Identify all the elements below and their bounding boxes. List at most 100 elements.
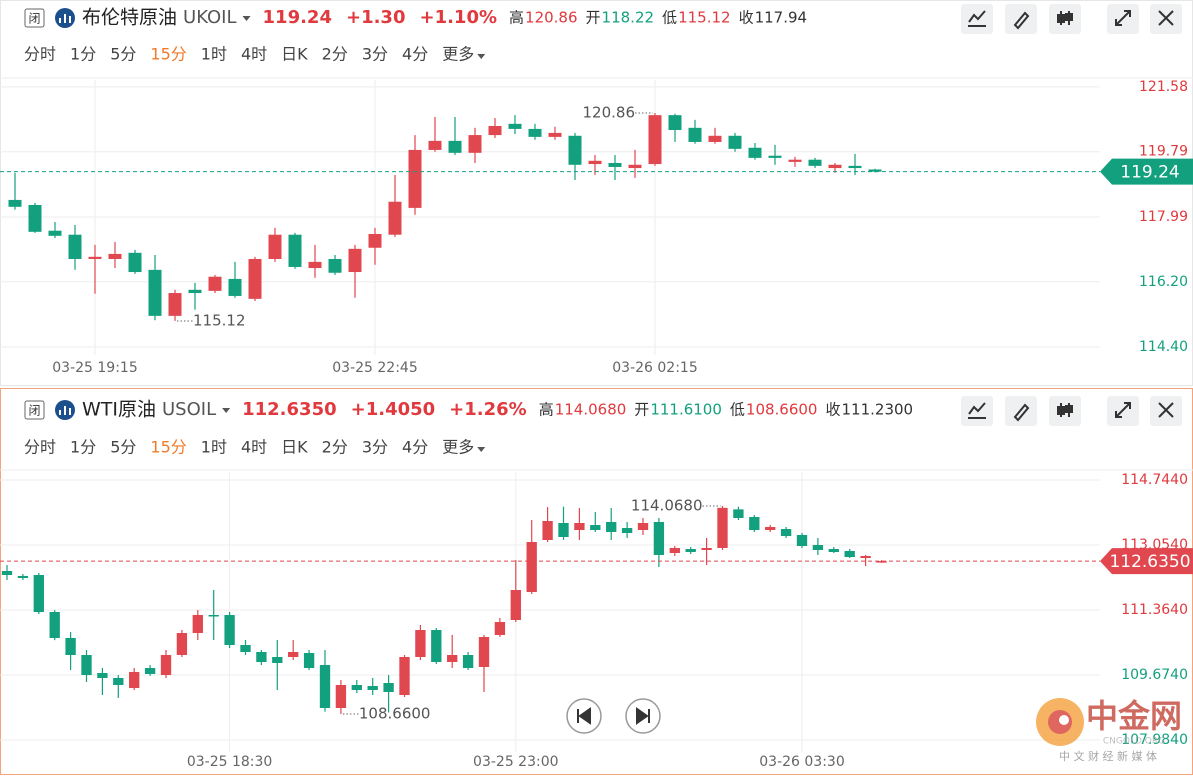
interval-tab[interactable]: 15分 — [150, 438, 186, 457]
stat-value: 115.12 — [678, 9, 731, 27]
interval-tab[interactable]: 4分 — [402, 438, 428, 457]
price-change-pct: +1.10% — [419, 7, 497, 28]
watermark-slogan: 中 文 财 经 新 媒 体 — [1059, 749, 1157, 763]
interval-tab[interactable]: 15分 — [150, 45, 186, 64]
candle-body — [81, 655, 92, 675]
watermark-name: 中金网 — [1086, 697, 1182, 735]
low-label: 115.12 — [193, 311, 246, 329]
interval-tab[interactable]: 更多 — [442, 45, 474, 64]
interval-tab[interactable]: 4时 — [241, 45, 267, 64]
stat-value: 114.0680 — [555, 401, 627, 419]
candle-body — [860, 556, 871, 558]
candle-body — [510, 590, 521, 620]
symbol-dropdown[interactable] — [242, 16, 251, 21]
candle-body — [637, 523, 649, 530]
candle-body — [749, 517, 760, 530]
candle-body — [526, 542, 537, 592]
interval-tab[interactable]: 3分 — [362, 45, 388, 64]
candle-body — [548, 132, 562, 137]
interval-tab[interactable]: 5分 — [110, 45, 136, 64]
candle-body — [488, 126, 502, 136]
symbol-icon-bars — [59, 14, 71, 23]
interval-tab[interactable]: 2分 — [322, 45, 348, 64]
quote-panel: 闭布伦特原油 UKOIL 119.24 +1.30 +1.10% 高 120.86 开 118.… — [0, 0, 1193, 386]
candle-body — [478, 637, 490, 667]
candle-body — [148, 269, 162, 316]
candle-body — [685, 549, 696, 552]
instrument-title: WTI原油 — [82, 399, 156, 421]
more-dropdown[interactable] — [477, 447, 486, 452]
stat-name: 高 — [509, 9, 524, 27]
interval-tab[interactable]: 日K — [281, 438, 308, 457]
interval-tab[interactable]: 1时 — [201, 45, 227, 64]
interval-tab[interactable]: 日K — [281, 45, 308, 64]
candle-body — [542, 521, 553, 540]
candle-body — [606, 522, 617, 532]
stat-value: 108.6600 — [746, 401, 818, 419]
interval-tab[interactable]: 5分 — [110, 438, 136, 457]
candle-body — [701, 548, 712, 550]
symbol-dropdown[interactable] — [222, 408, 231, 413]
candle-body — [708, 135, 722, 142]
x-tick-label: 03-26 02:15 — [612, 360, 697, 376]
interval-tab[interactable]: 4时 — [241, 438, 267, 457]
stat-name: 开 — [586, 9, 601, 27]
last-price: 112.6350 — [242, 399, 337, 420]
stat-value: 118.22 — [602, 9, 655, 27]
interval-tab[interactable]: 3分 — [362, 438, 388, 457]
candle-body — [68, 234, 82, 259]
y-tick-label: 114.7440 — [1121, 472, 1188, 488]
candle-body — [192, 615, 203, 633]
interval-tab[interactable]: 更多 — [442, 438, 474, 457]
toolbar-icon — [968, 402, 986, 419]
watermark-domain: CNGOLD.ORG — [1103, 737, 1165, 747]
toolbar-icon — [1057, 11, 1073, 25]
interval-tab[interactable]: 1分 — [70, 45, 96, 64]
candle-body — [848, 165, 862, 169]
last-price-tag — [1100, 548, 1193, 575]
candle-body — [494, 622, 506, 635]
candle-body — [628, 164, 642, 169]
candle-body — [303, 653, 315, 668]
candle-body — [1, 571, 13, 575]
candle-body — [468, 135, 482, 153]
y-tick-label: 107.9840 — [1121, 732, 1188, 748]
candle-body — [447, 655, 458, 662]
interval-tab[interactable]: 1分 — [70, 438, 96, 457]
interval-tab[interactable]: 4分 — [402, 45, 428, 64]
interval-tab[interactable]: 2分 — [322, 438, 348, 457]
candle-body — [288, 234, 302, 267]
x-tick-label: 03-25 19:15 — [52, 360, 137, 376]
candle-body — [748, 147, 762, 158]
toolbar-icon — [1013, 403, 1030, 422]
more-dropdown[interactable] — [477, 54, 486, 59]
stat-name: 高 — [539, 401, 554, 419]
candle-body — [208, 615, 219, 617]
watermark: 中金网 CNGOLD.ORG 中 文 财 经 新 媒 体 — [1036, 697, 1182, 763]
interval-tab[interactable]: 分时 — [24, 438, 56, 457]
candle-body — [808, 159, 822, 166]
candle-body — [33, 575, 44, 612]
interval-tab[interactable]: 分时 — [24, 45, 56, 64]
y-tick-label: 116.20 — [1139, 274, 1188, 290]
status-badge — [24, 8, 45, 28]
x-tick-label: 03-26 03:30 — [759, 754, 844, 770]
stat-name: 收 — [739, 9, 754, 27]
candle-body — [97, 673, 108, 678]
candle-body — [812, 545, 824, 550]
candle-body — [688, 127, 702, 142]
candle-body — [558, 523, 569, 537]
toolbar-icon — [968, 10, 986, 27]
interval-tab[interactable]: 1时 — [201, 438, 227, 457]
last-price: 119.24 — [263, 7, 332, 28]
stat-value: 111.6100 — [650, 401, 722, 419]
toolbar-icon — [1115, 10, 1131, 26]
candle-body — [717, 507, 728, 548]
price-change-pct: +1.26% — [449, 399, 527, 420]
candle-body — [431, 630, 442, 662]
stat-value: 120.86 — [525, 9, 578, 27]
panel-frame — [0, 0, 1193, 386]
candle-body — [608, 162, 622, 167]
candle-body — [240, 645, 251, 652]
